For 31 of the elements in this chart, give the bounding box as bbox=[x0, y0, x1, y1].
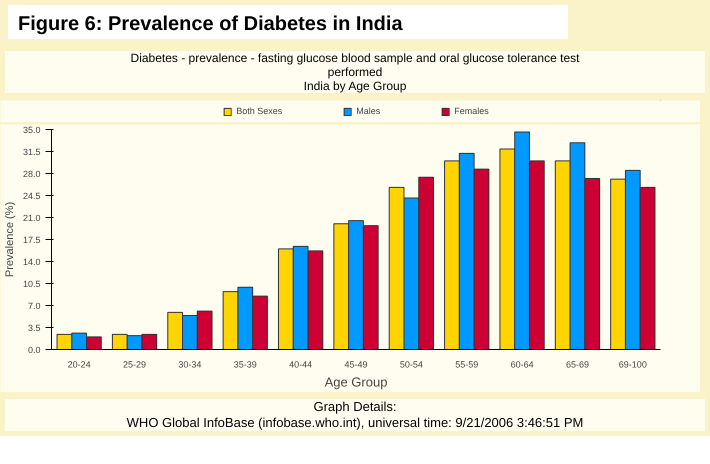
text: WHO Global InfoBase (infobase.who.int), universal time: 9/21/2006 3:46:51 PM bbox=[126, 415, 584, 430]
text: Graph Details: bbox=[313, 399, 397, 414]
y-tick-label: 28.0 bbox=[22, 169, 41, 179]
x-tick-label: 55-59 bbox=[455, 360, 478, 370]
y-tick-label: 14.0 bbox=[22, 257, 41, 267]
y-tick-label: 3.5 bbox=[28, 323, 41, 333]
x-tick-label: 50-54 bbox=[400, 360, 423, 370]
x-tick-label: 20-24 bbox=[68, 360, 91, 370]
x-tick-label: 45-49 bbox=[344, 360, 368, 370]
y-tick-label: 17.5 bbox=[22, 235, 41, 245]
y-tick-label: 7.0 bbox=[28, 301, 41, 311]
x-tick-label: 60-64 bbox=[510, 360, 534, 370]
chart-title: Figure 6: Prevalence of Diabetes in India bbox=[18, 12, 403, 37]
legend-label: Females bbox=[454, 106, 489, 116]
x-axis-title: Age Group bbox=[324, 374, 388, 390]
y-tick-label: 10.5 bbox=[22, 279, 41, 289]
y-tick-label: 24.5 bbox=[22, 191, 41, 201]
chart-subtitle: Diabetes - prevalence - fasting glucose blood sample and oral glucose tolerance test performed India by Age Group bbox=[130, 51, 580, 93]
x-tick-label: 25-29 bbox=[123, 360, 146, 370]
y-tick-label: 0.0 bbox=[28, 345, 41, 355]
legend-label: Both Sexes bbox=[236, 106, 282, 116]
x-tick-label: 35-39 bbox=[234, 360, 257, 370]
y-tick-label: 21.0 bbox=[22, 213, 41, 223]
x-tick-label: 69-100 bbox=[618, 360, 647, 370]
x-tick-label: 30-34 bbox=[178, 360, 202, 370]
legend-label: Males bbox=[356, 106, 380, 116]
y-tick-label: 31.5 bbox=[22, 147, 41, 157]
y-tick-label: 35.0 bbox=[22, 125, 41, 135]
x-tick-label: 40-44 bbox=[289, 360, 312, 370]
y-axis-title: Prevalence (%) bbox=[4, 202, 16, 278]
x-tick-label: 65-69 bbox=[566, 360, 589, 370]
